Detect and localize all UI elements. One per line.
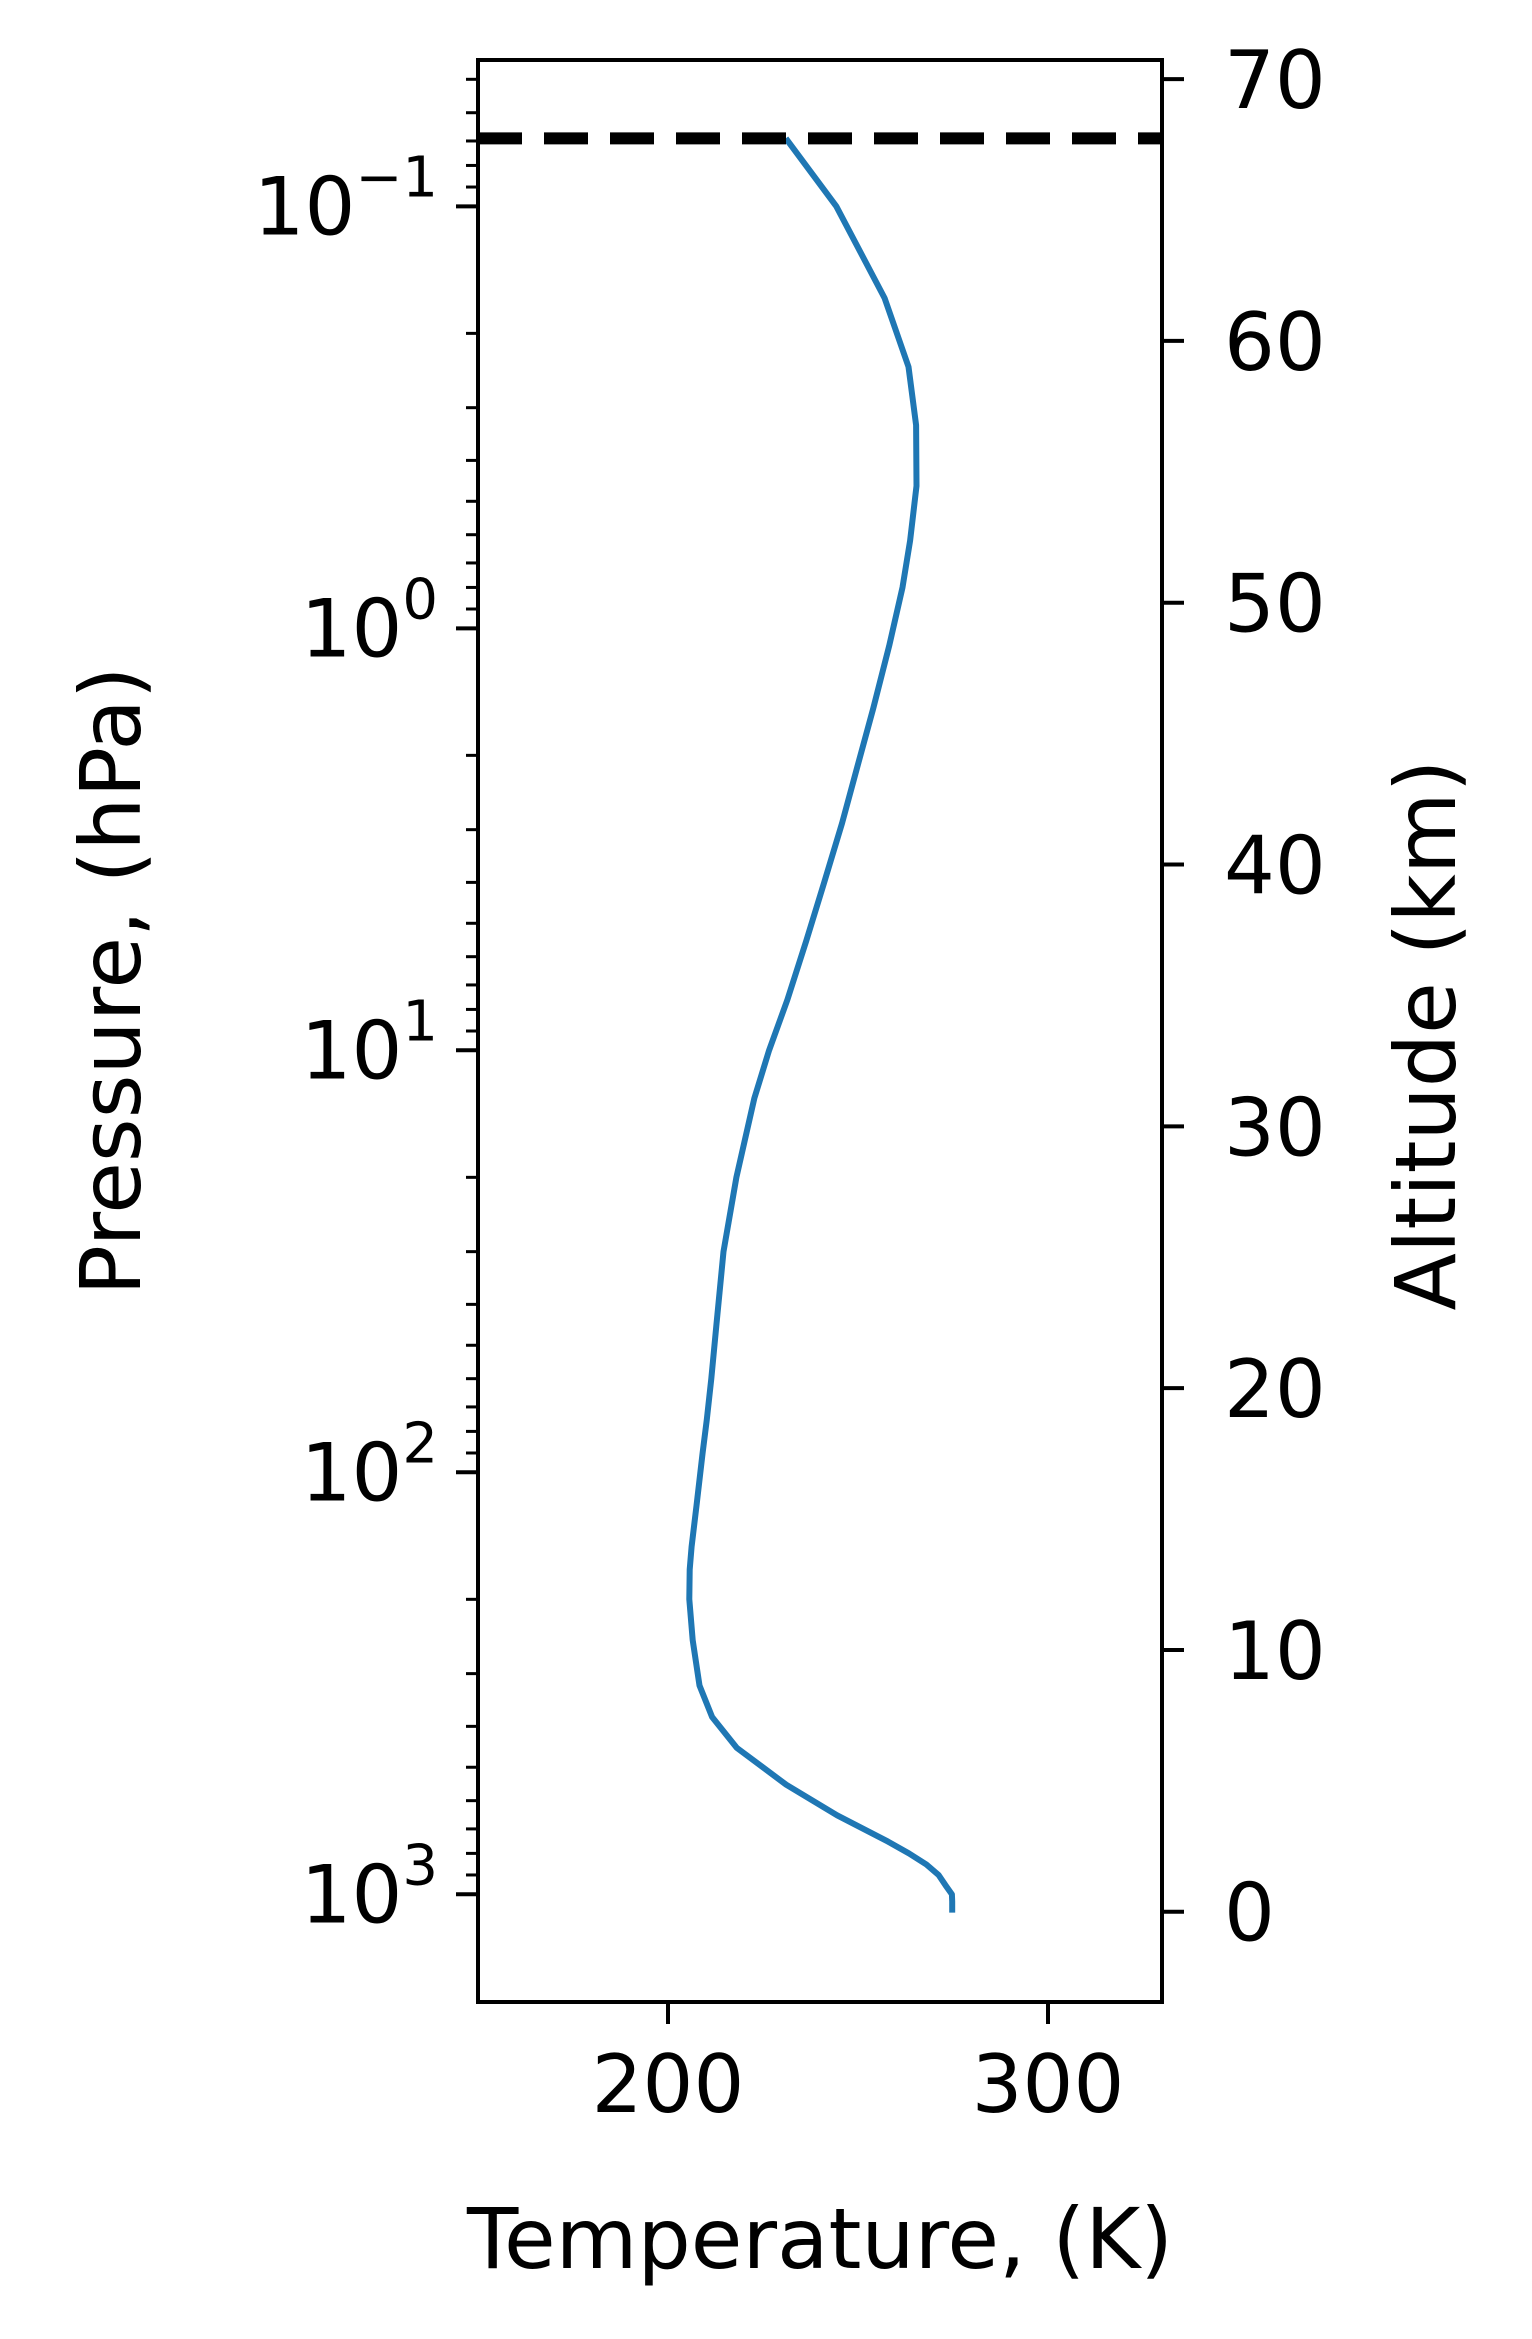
series-layer xyxy=(686,136,956,1913)
bottom-temperature-ticks: 200 300 xyxy=(592,2002,1125,2131)
left-tick-label-base: 10 xyxy=(301,1004,403,1097)
y2-axis-label: Altitude (km) xyxy=(1377,760,1475,1311)
bottom-tick-label: 200 xyxy=(592,2038,745,2131)
right-tick-label: 20 xyxy=(1224,1343,1326,1436)
right-altitude-ticks: 0 10 20 30 40 50 60 70 xyxy=(1162,34,1326,1960)
left-tick-label: 100 xyxy=(301,567,438,675)
y-axis-label: Pressure, (hPa) xyxy=(62,666,160,1295)
left-tick-label-exponent: −1 xyxy=(355,145,438,210)
x-axis-label: Temperature, (K) xyxy=(466,2190,1173,2288)
left-tick-label: 103 xyxy=(301,1833,438,1941)
left-tick-label-exponent: 0 xyxy=(402,567,438,632)
left-tick-label: 102 xyxy=(301,1411,438,1519)
left-tick-label-exponent: 3 xyxy=(402,1833,438,1898)
right-tick-label: 60 xyxy=(1224,296,1326,389)
left-tick-label-base: 10 xyxy=(301,582,403,675)
left-tick-label-exponent: 1 xyxy=(402,989,438,1054)
right-tick-label: 50 xyxy=(1224,558,1326,651)
right-tick-label: 10 xyxy=(1224,1605,1326,1698)
left-tick-label: 101 xyxy=(301,989,438,1097)
left-tick-label-base: 10 xyxy=(301,1848,403,1941)
plot-frame xyxy=(476,58,1164,2004)
right-tick-label: 40 xyxy=(1224,820,1326,913)
left-tick-label-exponent: 2 xyxy=(402,1411,438,1476)
left-tick-label: 10−1 xyxy=(254,145,438,253)
temperature-profile-line xyxy=(686,136,956,1913)
right-tick-label: 30 xyxy=(1224,1081,1326,1174)
bottom-tick-label: 300 xyxy=(972,2038,1125,2131)
right-tick-label: 0 xyxy=(1224,1867,1275,1960)
left-tick-label-base: 10 xyxy=(254,160,356,253)
left-tick-label-base: 10 xyxy=(301,1426,403,1519)
right-tick-label: 70 xyxy=(1224,34,1326,127)
